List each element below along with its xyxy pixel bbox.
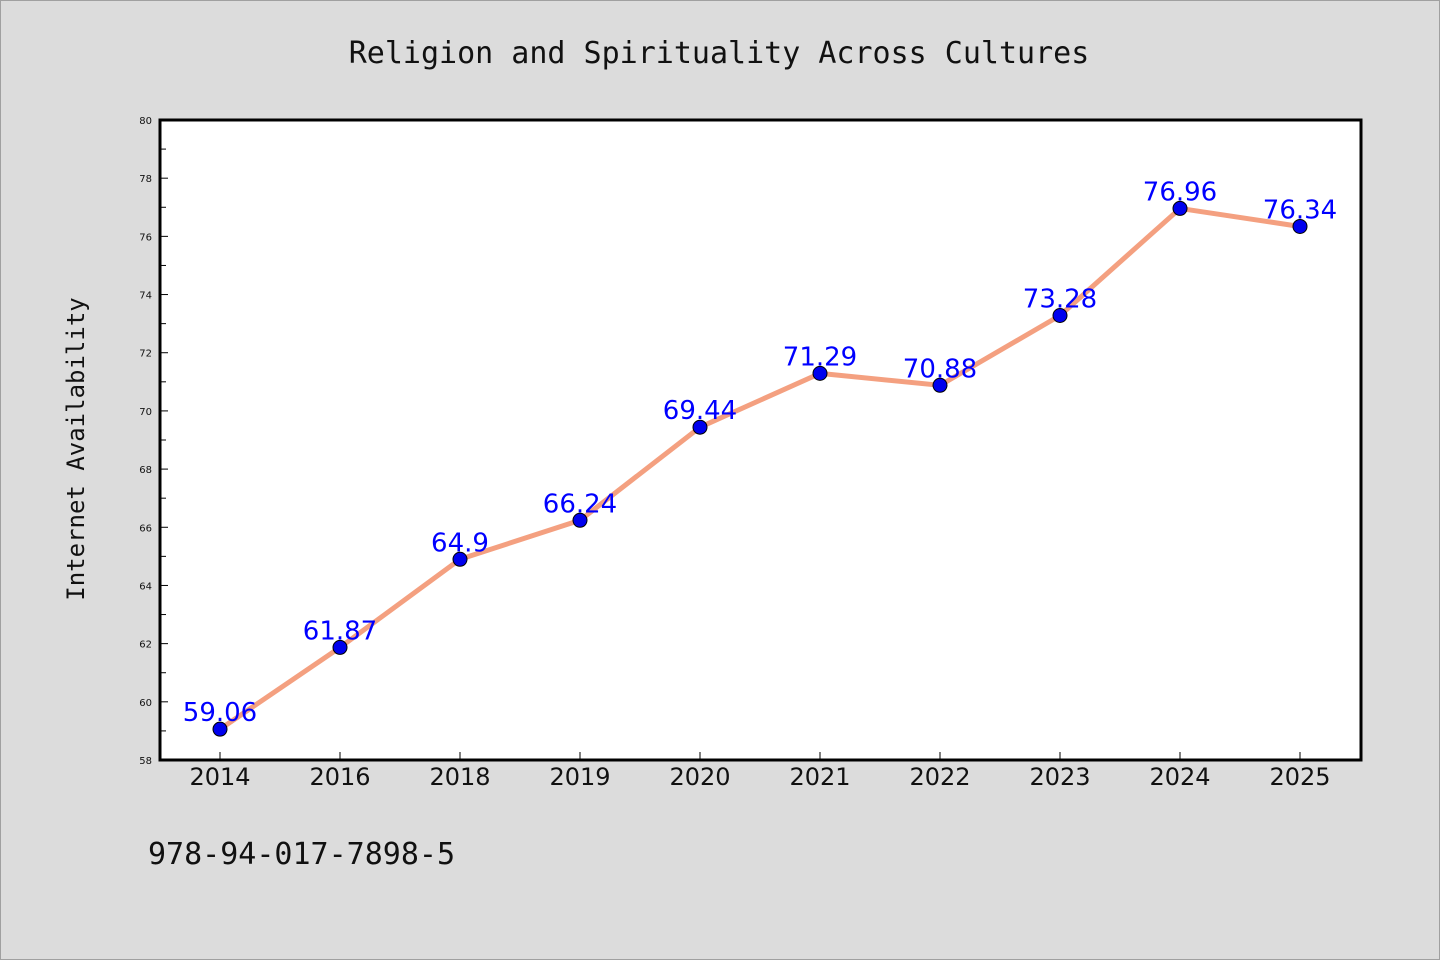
y-tick-label: 60 [139,698,152,709]
data-label: 59.06 [183,698,257,728]
x-tick-label: 2021 [789,763,850,791]
y-tick-label: 80 [139,116,152,127]
y-tick-label: 64 [139,581,152,592]
x-tick-label: 2018 [429,763,490,791]
y-tick-label: 66 [139,523,152,534]
y-tick-label: 58 [139,756,152,767]
x-tick-label: 2025 [1269,763,1330,791]
x-tick-label: 2019 [549,763,610,791]
y-axis-label: Internet Availability [62,297,90,600]
chart-title: Religion and Spirituality Across Culture… [349,36,1090,71]
x-tick-label: 2022 [909,763,970,791]
x-tick-label: 2020 [669,763,730,791]
y-tick-label: 78 [139,174,152,185]
data-label: 61.87 [303,616,377,646]
y-tick-label: 72 [139,349,152,360]
data-point [692,419,708,435]
y-tick-label: 74 [139,291,152,302]
data-label: 69.44 [663,396,737,426]
data-label: 66.24 [543,489,617,519]
data-label: 76.34 [1263,195,1337,225]
data-labels: 59.06 61.87 64.9 66.24 69.44 71.29 70.88 73.28 7… [183,177,1337,728]
data-label: 73.28 [1023,284,1097,314]
x-tick-label: 2014 [189,763,250,791]
y-tick-label: 62 [139,640,152,651]
data-point [572,512,588,528]
data-point [1292,218,1308,234]
data-label: 71.29 [783,342,857,372]
series-line [218,205,1301,732]
x-tick-label: 2024 [1149,763,1210,791]
footnote-isbn: 978-94-017-7898-5 [148,837,455,872]
y-tick-label: 68 [139,465,152,476]
data-point [812,365,828,381]
data-point [452,551,468,567]
y-tick-label: 76 [139,232,152,243]
plot-area [158,118,1363,762]
data-point [1172,200,1188,216]
x-tick-label: 2023 [1029,763,1090,791]
x-axis-ticks: 2014 2016 2018 2019 2020 2021 2022 2023 2024 2025 [189,752,1331,791]
data-point [1052,307,1068,323]
data-point [932,377,948,393]
x-tick-label: 2016 [309,763,370,791]
data-point [212,721,228,737]
y-tick-label: 70 [139,407,152,418]
y-axis-ticks: 58 60 62 64 66 68 70 72 74 76 78 80 [139,116,168,767]
data-label: 64.9 [431,528,489,558]
data-label: 76.96 [1143,177,1217,207]
data-point [332,639,348,655]
series-markers [212,200,1308,737]
data-label: 70.88 [903,354,977,384]
